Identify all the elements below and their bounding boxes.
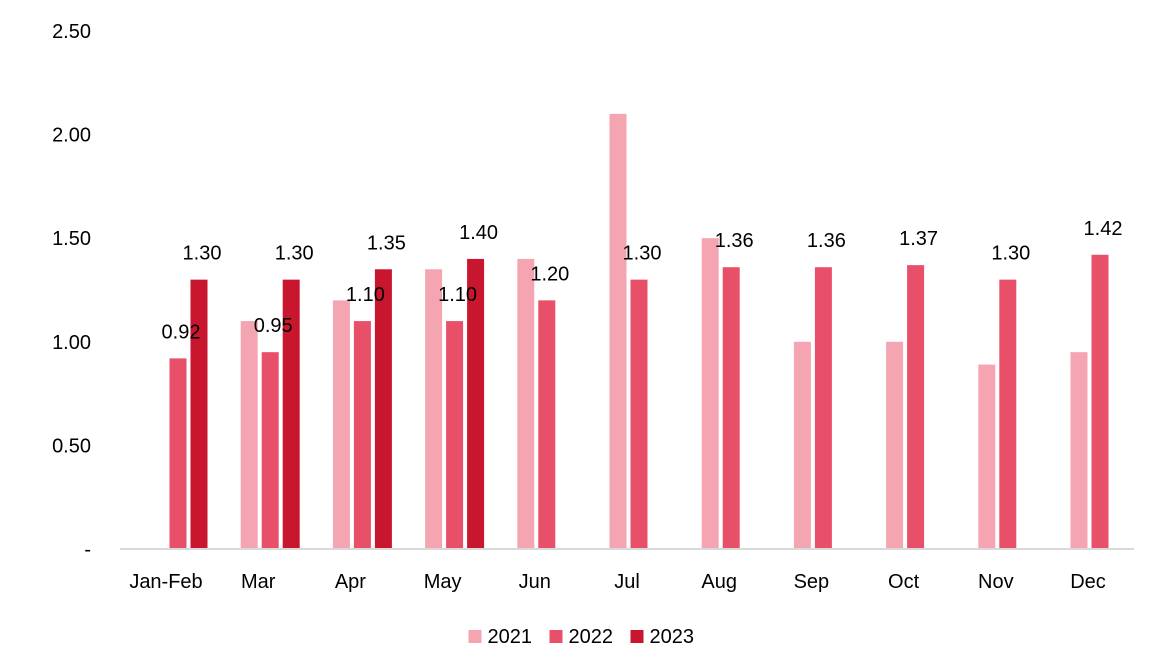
bars	[169, 113, 1109, 549]
y-tick-label: 2.50	[52, 21, 91, 43]
bar-2023-jan-feb	[190, 279, 208, 549]
bar-2022-jun	[538, 300, 556, 549]
x-tick-label: Dec	[1070, 571, 1106, 593]
y-axis: - 0.50 1.00 1.50 2.00 2.50	[52, 21, 91, 561]
bar-2022-oct	[907, 265, 925, 549]
bar-2021-jun	[517, 258, 535, 549]
legend-swatch-2021	[468, 630, 482, 643]
x-tick-label: Oct	[888, 571, 920, 593]
bar-2023-may	[467, 258, 485, 549]
bar-2021-dec	[1070, 352, 1088, 549]
data-label: 1.30	[623, 243, 662, 265]
bar-2023-mar	[282, 279, 300, 549]
bar-2021-aug	[701, 238, 719, 549]
bar-2022-nov	[999, 279, 1017, 549]
data-label: 1.42	[1084, 218, 1123, 240]
data-label: 1.36	[807, 230, 846, 252]
bar-2022-dec	[1091, 254, 1109, 549]
y-tick-label: 1.00	[52, 332, 91, 354]
bar-2021-may	[425, 269, 443, 549]
legend: 2021 2022 2023	[468, 626, 695, 648]
bar-2021-nov	[978, 364, 996, 549]
bar-2022-sep	[814, 267, 832, 549]
data-label: 1.30	[275, 243, 314, 265]
legend-label-2023: 2023	[650, 626, 695, 648]
y-tick-label: 1.50	[52, 228, 91, 250]
y-tick-label: 2.00	[52, 125, 91, 147]
data-label: 1.37	[899, 228, 938, 250]
x-tick-label: Nov	[978, 571, 1014, 593]
bar-2021-mar	[240, 321, 258, 549]
x-tick-label: Jul	[614, 571, 640, 593]
legend-label-2022: 2022	[569, 626, 614, 648]
bar-2022-may	[446, 321, 464, 549]
data-label: 1.30	[991, 243, 1030, 265]
bar-2021-sep	[793, 341, 811, 549]
x-tick-label: Jun	[519, 571, 551, 593]
data-label: 1.20	[530, 263, 569, 285]
data-label: 1.10	[346, 284, 385, 306]
x-tick-label: Apr	[335, 571, 366, 593]
x-tick-label: Jan-Feb	[129, 571, 202, 593]
x-tick-label: Aug	[701, 571, 737, 593]
data-label: 1.30	[183, 243, 222, 265]
x-tick-label: Mar	[241, 571, 276, 593]
bar-2023-apr	[374, 269, 392, 549]
data-label: 0.95	[254, 315, 293, 337]
legend-label-2021: 2021	[488, 626, 533, 648]
data-label: 1.35	[367, 232, 406, 254]
bar-2022-apr	[353, 321, 371, 549]
bar-2022-aug	[722, 267, 740, 549]
data-labels: 0.92 1.30 0.95 1.30 1.10 1.35 1.10 1.40 1.20 1.30…	[162, 218, 1123, 344]
data-label: 1.10	[438, 284, 477, 306]
bar-2021-apr	[332, 300, 350, 549]
y-tick-label: -	[84, 539, 91, 561]
bar-2022-jul	[630, 279, 648, 549]
x-tick-label: May	[424, 571, 462, 593]
bar-2021-oct	[886, 341, 904, 549]
x-tick-label: Sep	[794, 571, 830, 593]
legend-swatch-2022	[549, 630, 563, 643]
legend-swatch-2023	[630, 630, 644, 643]
y-tick-label: 0.50	[52, 435, 91, 457]
bar-2021-jul	[609, 113, 627, 549]
data-label: 1.40	[459, 222, 498, 244]
bar-2022-jan-feb	[169, 358, 187, 549]
bar-2022-mar	[261, 352, 279, 549]
x-axis: Jan-Feb Mar Apr May Jun Jul Aug Sep Oct Nov Dec	[129, 571, 1105, 593]
data-label: 1.36	[715, 230, 754, 252]
data-label: 0.92	[162, 321, 201, 343]
